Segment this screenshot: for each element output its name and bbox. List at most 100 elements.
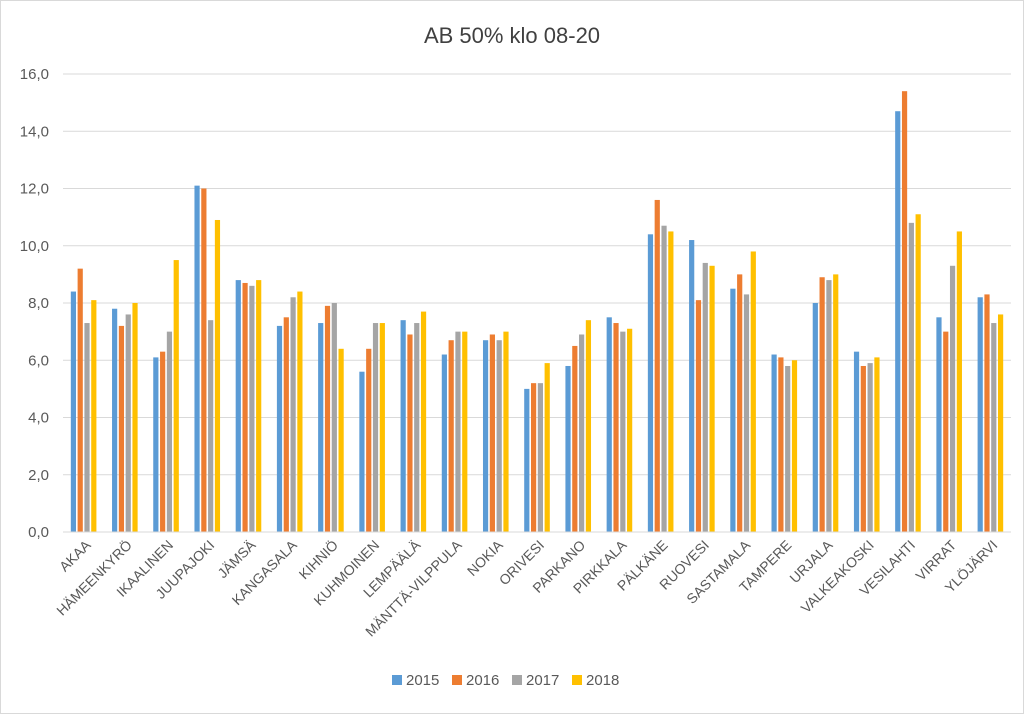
y-tick-label: 0,0 <box>28 524 49 541</box>
bar-2016 <box>201 188 207 532</box>
bar-2018 <box>420 311 427 532</box>
bar-2017 <box>84 323 90 532</box>
bar-2017 <box>290 297 296 532</box>
legend-label: 2017 <box>526 672 559 689</box>
bar-2016 <box>242 282 248 532</box>
legend-swatch <box>512 675 522 685</box>
bar-2016 <box>901 91 908 533</box>
bar-2017 <box>249 285 255 532</box>
y-tick-label: 16,0 <box>20 66 49 83</box>
bar-2018 <box>791 360 798 532</box>
bar-2018 <box>256 280 262 532</box>
bar-2017 <box>702 262 708 532</box>
y-tick-label: 8,0 <box>28 295 49 312</box>
y-tick-label: 14,0 <box>20 123 49 140</box>
bar-2017 <box>537 383 543 532</box>
x-category-label: AKAA <box>56 536 94 574</box>
x-category-label: VALKEAKOSKI <box>797 537 876 616</box>
bar-2018 <box>338 348 344 532</box>
bar-2018 <box>544 363 550 532</box>
y-axis-ticks: 0,0 2,0 4,0 6,0 8,0 10,0 12,0 14,0 16,0 <box>20 66 49 541</box>
bar-2017 <box>991 323 997 532</box>
legend-label: 2015 <box>406 672 439 689</box>
bar-2017 <box>661 225 667 532</box>
bar-2016 <box>366 348 372 532</box>
bar-2015 <box>977 297 983 532</box>
bar-2015 <box>936 317 942 532</box>
bar-2016 <box>984 294 990 532</box>
bar-2016 <box>613 323 619 532</box>
bar-2017 <box>949 265 956 532</box>
bar-2018 <box>750 251 756 532</box>
legend-label: 2016 <box>466 672 499 689</box>
bar-2017 <box>414 323 420 532</box>
bar-2015 <box>235 280 241 532</box>
bar-2018 <box>379 323 385 532</box>
bar-2018 <box>132 303 138 532</box>
bar-2017 <box>743 294 750 532</box>
bar-2015 <box>112 308 118 532</box>
bar-2015 <box>771 354 777 532</box>
bar-2018 <box>833 274 839 533</box>
bar-2016 <box>943 331 949 533</box>
x-category-label: HÄMEENKYRÖ <box>53 536 136 619</box>
bar-2016 <box>531 383 537 532</box>
legend-label: 2018 <box>586 672 619 689</box>
bar-2015 <box>359 371 365 532</box>
bar-2018 <box>627 328 633 532</box>
bar-2015 <box>194 185 200 532</box>
bar-2017 <box>785 365 791 532</box>
y-tick-label: 10,0 <box>20 238 49 255</box>
bar-2017 <box>620 331 626 533</box>
bar-2018 <box>997 314 1004 532</box>
bar-2015 <box>482 340 489 532</box>
legend-swatch <box>452 675 462 685</box>
bar-2015 <box>70 291 77 532</box>
bar-2015 <box>318 323 324 532</box>
bar-2017 <box>908 222 914 532</box>
bar-2015 <box>400 320 406 532</box>
bar-2016 <box>160 351 166 532</box>
bar-2015 <box>153 357 159 532</box>
bar-2015 <box>812 303 818 532</box>
y-tick-label: 2,0 <box>28 467 49 484</box>
bar-2015 <box>524 388 530 533</box>
bar-2017 <box>208 320 214 532</box>
bar-2016 <box>448 340 454 532</box>
bar-2016 <box>778 357 784 532</box>
legend-swatch <box>392 675 402 685</box>
bar-2015 <box>565 365 571 532</box>
bar-2015 <box>647 234 654 533</box>
legend: 2015 2016 2017 2018 <box>392 672 619 689</box>
bar-2017 <box>496 340 502 532</box>
bar-2018 <box>585 320 592 532</box>
bar-2017 <box>826 280 832 532</box>
bar-2017 <box>372 323 379 532</box>
bar-2017 <box>166 331 173 533</box>
bar-2018 <box>709 265 715 532</box>
bar-2018 <box>874 357 880 532</box>
bars <box>70 91 1004 533</box>
bar-2016 <box>572 345 578 532</box>
y-tick-label: 12,0 <box>20 181 49 198</box>
bar-2015 <box>276 325 283 532</box>
bar-2018 <box>91 300 97 532</box>
bar-2018 <box>214 219 221 533</box>
bar-2017 <box>125 314 131 532</box>
bar-2017 <box>455 331 461 533</box>
bar-2016 <box>283 317 289 532</box>
bar-2017 <box>867 363 873 532</box>
y-tick-label: 6,0 <box>28 352 49 369</box>
bar-2016 <box>324 305 331 532</box>
bar-2017 <box>331 303 337 532</box>
gridlines <box>63 73 1011 476</box>
bar-2015 <box>895 111 901 533</box>
bar-2015 <box>606 317 612 532</box>
bar-2015 <box>853 351 860 532</box>
bar-2015 <box>689 240 695 532</box>
bar-2016 <box>489 334 495 532</box>
bar-2018 <box>173 260 179 532</box>
bar-2016 <box>737 274 743 533</box>
bar-2018 <box>462 331 468 533</box>
